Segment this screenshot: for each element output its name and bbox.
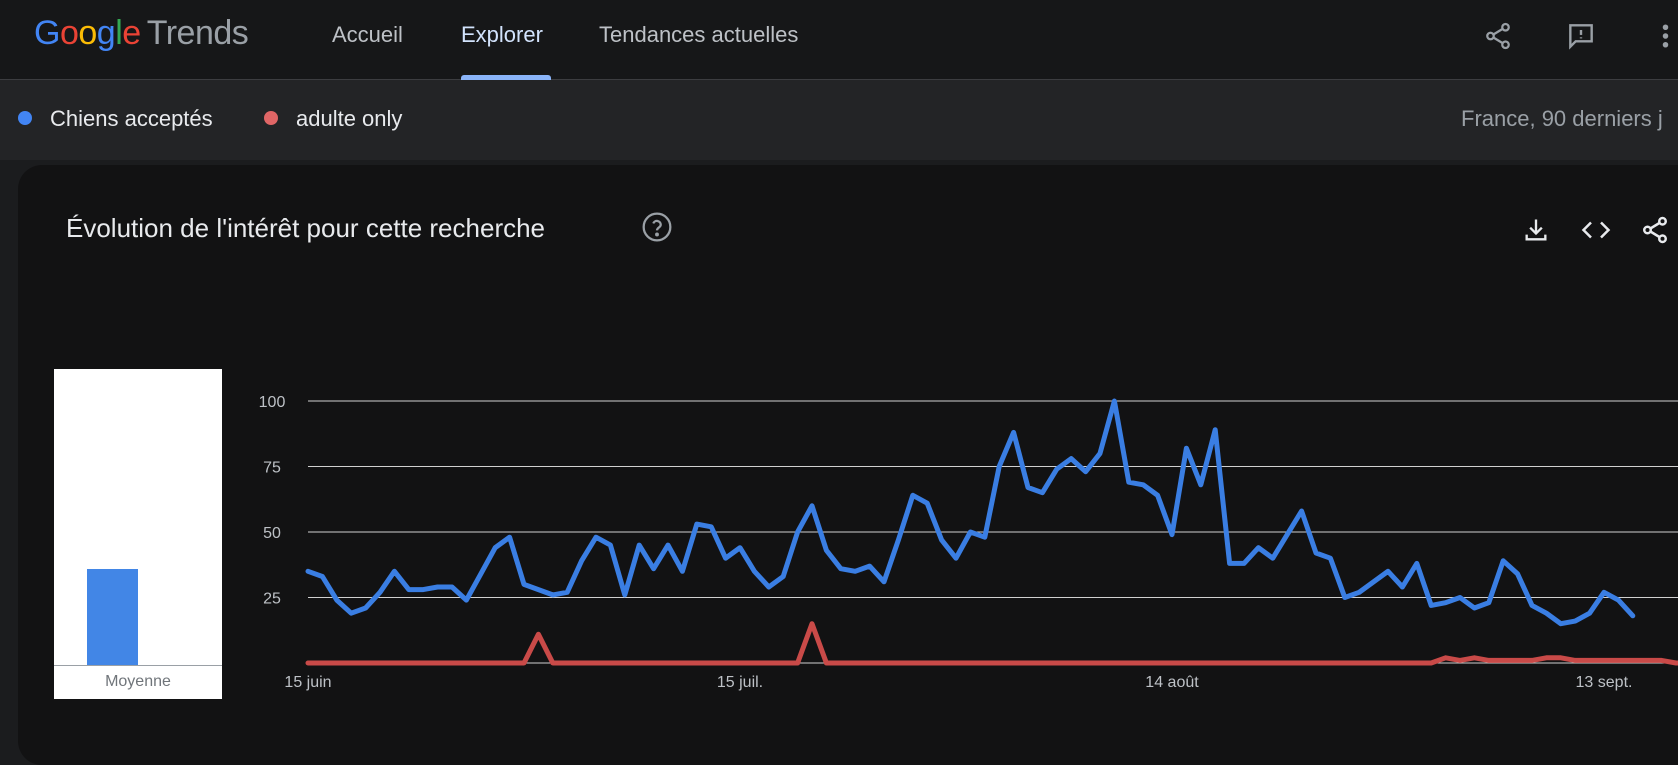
active-tab-indicator <box>461 75 551 80</box>
logo-letter: g <box>96 14 116 52</box>
term-chip-adulte-only[interactable]: adulte only <box>264 106 402 132</box>
term-color-dot <box>264 111 278 125</box>
average-panel: Moyenne <box>54 369 222 699</box>
more-vert-icon[interactable] <box>1657 16 1678 56</box>
nav-tab-explorer[interactable]: Explorer <box>461 22 543 47</box>
series-line[interactable] <box>305 621 1678 666</box>
term-color-dot <box>18 111 32 125</box>
embed-icon[interactable] <box>1579 213 1613 247</box>
series-line[interactable] <box>305 398 1636 627</box>
y-tick-label: 50 <box>263 525 281 542</box>
region-period-filter[interactable]: France, 90 derniers j <box>1461 106 1663 131</box>
nav-tab-accueil[interactable]: Accueil <box>332 22 403 47</box>
help-icon[interactable] <box>641 211 673 243</box>
logo-suffix: Trends <box>146 14 249 52</box>
term-chip-chiens-acceptes[interactable]: Chiens acceptés <box>18 106 213 132</box>
average-bar[interactable] <box>87 569 138 665</box>
search-terms-bar: Chiens acceptés adulte only France, 90 d… <box>0 80 1678 160</box>
y-tick-label: 75 <box>263 460 281 477</box>
term-label: Chiens acceptés <box>50 106 213 131</box>
share-icon[interactable] <box>1638 213 1672 247</box>
interest-line-chart: 100 75 50 25 15 juin 15 juil. 14 août 13 sept. <box>259 394 1678 691</box>
average-baseline <box>54 665 222 666</box>
share-icon[interactable] <box>1478 16 1518 56</box>
x-tick-label: 14 août <box>1145 674 1199 691</box>
x-tick-label: 15 juin <box>284 674 331 691</box>
logo-letter: o <box>78 14 97 52</box>
logo-letter: l <box>115 14 123 52</box>
y-tick-label: 100 <box>259 394 286 411</box>
feedback-icon[interactable] <box>1561 16 1601 56</box>
logo-letter: e <box>122 14 141 52</box>
logo-letter: G <box>34 14 60 52</box>
term-label: adulte only <box>296 106 403 131</box>
y-tick-label: 25 <box>263 591 281 608</box>
download-icon[interactable] <box>1519 213 1553 247</box>
top-header: Google Trends Accueil Explorer Tendances … <box>0 0 1678 80</box>
google-trends-logo[interactable]: Google Trends <box>34 14 249 53</box>
nav-tab-tendances-actuelles[interactable]: Tendances actuelles <box>599 22 799 47</box>
logo-letter: o <box>59 14 79 52</box>
average-label: Moyenne <box>105 673 171 690</box>
card-title: Évolution de l'intérêt pour cette recher… <box>66 213 546 243</box>
x-tick-label: 15 juil. <box>717 674 763 691</box>
x-tick-label: 13 sept. <box>1576 674 1633 691</box>
